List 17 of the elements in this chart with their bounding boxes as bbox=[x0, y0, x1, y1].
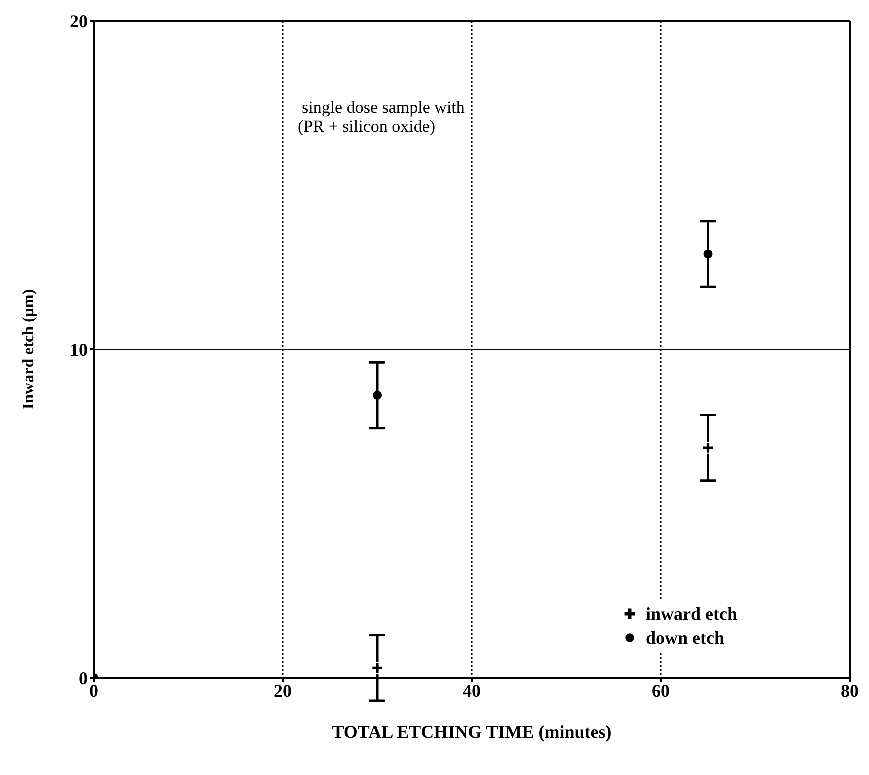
point bbox=[704, 250, 713, 259]
x-tick-label: 20 bbox=[274, 680, 292, 701]
y-tick-label: 0 bbox=[79, 668, 88, 688]
y-tick-label: 10 bbox=[70, 340, 88, 360]
x-tick-label: 80 bbox=[841, 680, 859, 701]
legend-label: inward etch bbox=[646, 603, 738, 626]
point bbox=[702, 442, 714, 454]
x-tick-label: 60 bbox=[652, 680, 670, 701]
y-tick-label: 20 bbox=[70, 11, 88, 32]
annotation: (PR + silicon oxide) bbox=[298, 117, 437, 136]
x-tick-label: 40 bbox=[463, 680, 481, 701]
legend-label: down etch bbox=[646, 627, 725, 650]
annotation: single dose sample with bbox=[301, 98, 465, 117]
point bbox=[372, 390, 382, 400]
y-axis-title: Inward etch (μm) bbox=[20, 289, 38, 410]
x-axis-title: TOTAL ETCHING TIME (minutes) bbox=[332, 722, 612, 742]
point bbox=[372, 662, 384, 674]
